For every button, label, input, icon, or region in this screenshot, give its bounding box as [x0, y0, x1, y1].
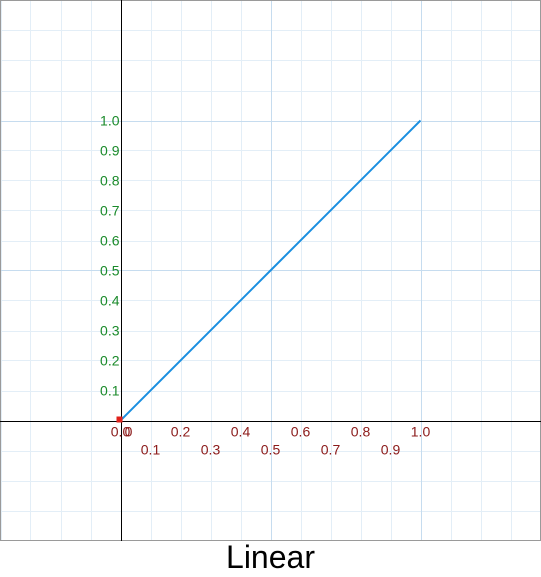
y-tick-label: 0.2	[100, 353, 120, 369]
x-tick-label: 0.0	[111, 424, 131, 440]
y-tick-label: 0.7	[100, 203, 120, 219]
y-tick-label: 0.9	[100, 143, 120, 159]
x-tick-label: 0.2	[171, 424, 191, 440]
chart: 0.0 0.2 0.4 0.6 0.8 1.0 0.1 0.3 0.5 0.7 0.9 0.1 0.2…	[0, 0, 541, 541]
x-tick-label: 0.4	[231, 424, 251, 440]
series-line	[119, 119, 422, 422]
x-tick-label: 0.8	[351, 424, 371, 440]
x-tick-labels: 0.0 0.2 0.4 0.6 0.8 1.0 0.1 0.3 0.5 0.7 0.9	[111, 424, 431, 458]
y-tick-label: 0.6	[100, 233, 120, 249]
x-tick-label: 0.1	[141, 442, 161, 458]
x-tick-label: 0.3	[201, 442, 221, 458]
series-layer	[119, 119, 422, 422]
x-tick-label: 0.7	[321, 442, 341, 458]
x-tick-label: 0.5	[261, 442, 281, 458]
y-tick-label: 0.5	[100, 263, 120, 279]
y-tick-label: 0.1	[100, 383, 120, 399]
y-tick-labels: 0.1 0.2 0.3 0.4 0.5 0.6 0.7 0.8 0.9 1.0 0	[100, 113, 133, 440]
origin-marker	[116, 416, 123, 423]
y-tick-label: 0.3	[100, 323, 120, 339]
y-tick-label: 0.8	[100, 173, 120, 189]
y-tick-label: 0.4	[100, 293, 120, 309]
y-origin-label: 0	[125, 424, 133, 440]
x-tick-label: 0.6	[291, 424, 311, 440]
y-tick-label: 1.0	[100, 113, 120, 129]
x-tick-label: 1.0	[411, 424, 431, 440]
x-tick-label: 0.9	[381, 442, 401, 458]
chart-caption: Linear	[226, 539, 315, 575]
